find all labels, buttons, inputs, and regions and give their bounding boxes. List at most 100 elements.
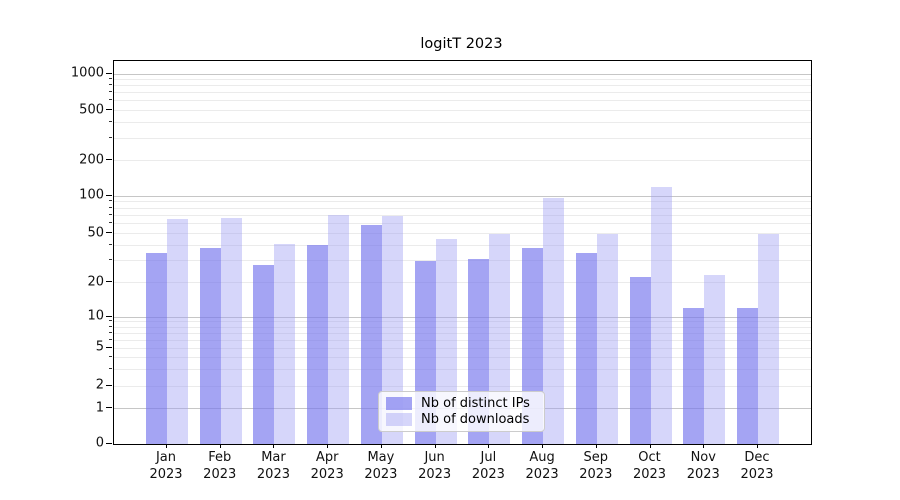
- y-tick-mark-5: [106, 346, 112, 348]
- y-axis-tick-label-5: 5: [95, 339, 104, 355]
- x-tick-mark-oct: [649, 444, 651, 448]
- y-minor-tick-mark-800: [109, 84, 112, 86]
- legend-item-distinct-ips: Nb of distinct IPs: [386, 396, 536, 412]
- y-tick-mark-1000: [106, 72, 112, 74]
- y-minor-tick-mark-60: [109, 222, 112, 224]
- x-axis-tick-label-mar: Mar 2023: [256, 450, 290, 482]
- bar-downloads-may: [381, 216, 403, 444]
- gridline-5: [114, 347, 811, 349]
- y-tick-mark-100: [106, 194, 112, 196]
- legend-label-downloads: Nb of downloads: [421, 411, 530, 427]
- y-tick-mark-1: [106, 407, 112, 408]
- gridline-6: [114, 339, 811, 341]
- y-tick-mark-20: [106, 281, 112, 282]
- y-minor-tick-mark-8: [109, 325, 112, 327]
- y-minor-tick-mark-6: [109, 338, 112, 340]
- y-minor-tick-mark-300: [109, 136, 112, 138]
- chart-title: logitT 2023: [420, 36, 503, 52]
- bar-distinct-ips-mar: [253, 264, 275, 444]
- gridline-50: [114, 233, 811, 234]
- y-minor-tick-mark-700: [109, 91, 112, 93]
- legend-swatch-distinct-ips: [386, 397, 412, 411]
- y-axis-tick-label-0: 0: [95, 435, 104, 451]
- gridline-30: [114, 260, 811, 262]
- legend-swatch-downloads: [386, 412, 412, 426]
- y-minor-tick-mark-70: [109, 213, 112, 215]
- x-tick-mark-jan: [166, 444, 167, 448]
- y-axis-tick-label-1000: 1000: [70, 65, 104, 81]
- x-axis-tick-label-feb: Feb 2023: [203, 450, 237, 482]
- y-axis-tick-label-500: 500: [79, 102, 104, 117]
- gridline-20: [114, 282, 811, 283]
- x-axis-tick-label-jul: Jul 2023: [471, 450, 505, 482]
- bar-downloads-nov: [704, 275, 726, 444]
- y-minor-tick-mark-400: [109, 121, 112, 123]
- bar-distinct-ips-oct: [629, 277, 651, 444]
- bar-downloads-apr: [328, 215, 350, 444]
- y-axis-tick-label-2: 2: [95, 377, 104, 393]
- x-tick-mark-sep: [595, 444, 597, 448]
- gridline-4: [114, 356, 811, 358]
- y-tick-mark-200: [106, 159, 112, 160]
- gridline-9: [114, 321, 811, 323]
- bar-distinct-ips-sep: [575, 252, 597, 444]
- x-tick-mark-mar: [273, 444, 275, 448]
- bar-downloads-aug: [543, 197, 565, 444]
- gridline-90: [114, 201, 811, 203]
- bar-downloads-oct: [650, 186, 672, 444]
- x-tick-mark-nov: [703, 444, 705, 448]
- gridline-300: [114, 137, 811, 139]
- bar-distinct-ips-apr: [307, 245, 329, 444]
- x-tick-mark-feb: [219, 444, 221, 448]
- plot-area: [113, 60, 812, 445]
- gridline-8: [114, 326, 811, 328]
- bar-distinct-ips-jan: [146, 252, 167, 444]
- legend: Nb of distinct IPs Nb of downloads: [378, 391, 545, 432]
- y-minor-tick-mark-3: [109, 367, 112, 369]
- x-axis-tick-label-oct: Oct 2023: [632, 450, 667, 482]
- x-axis-tick-label-apr: Apr 2023: [310, 450, 344, 482]
- bar-downloads-mar: [274, 244, 296, 444]
- gridline-900: [114, 79, 811, 81]
- gridline-40: [114, 244, 811, 246]
- bar-distinct-ips-feb: [199, 248, 221, 444]
- gridline-200: [114, 160, 811, 161]
- gridline-600: [114, 100, 811, 102]
- y-minor-tick-mark-900: [109, 78, 112, 80]
- y-minor-tick-mark-90: [109, 200, 112, 202]
- y-minor-tick-mark-600: [109, 99, 112, 101]
- gridline-400: [114, 122, 811, 124]
- bar-distinct-ips-dec: [736, 308, 758, 444]
- bar-downloads-feb: [220, 217, 242, 444]
- x-tick-mark-aug: [542, 444, 544, 448]
- y-axis-tick-label-200: 200: [79, 152, 104, 167]
- y-minor-tick-mark-4: [109, 355, 112, 357]
- x-axis-tick-label-jan: Jan 2023: [149, 450, 183, 482]
- y-minor-tick-mark-30: [109, 259, 112, 261]
- bar-distinct-ips-may: [360, 224, 382, 444]
- x-axis-tick-label-jun: Jun 2023: [418, 450, 452, 482]
- y-axis-tick-label-1: 1: [95, 400, 104, 415]
- y-tick-mark-50: [106, 232, 112, 233]
- x-axis-tick-label-nov: Nov 2023: [686, 450, 720, 482]
- bar-downloads-sep: [596, 233, 618, 444]
- y-axis-tick-label-10: 10: [87, 308, 104, 324]
- y-tick-mark-500: [106, 109, 112, 110]
- bar-distinct-ips-nov: [683, 308, 705, 444]
- x-axis-tick-label-may: May 2023: [364, 450, 398, 482]
- gridline-80: [114, 207, 811, 209]
- gridline-10: [114, 316, 811, 318]
- x-tick-mark-jun: [434, 444, 436, 448]
- y-tick-mark-2: [106, 384, 112, 386]
- gridline-800: [114, 85, 811, 87]
- legend-item-downloads: Nb of downloads: [386, 412, 536, 428]
- x-tick-mark-dec: [756, 444, 758, 448]
- gridline-3: [114, 368, 811, 370]
- gridline-60: [114, 223, 811, 225]
- x-axis-tick-label-dec: Dec 2023: [740, 450, 774, 482]
- x-tick-mark-may: [380, 444, 382, 448]
- gridline-700: [114, 92, 811, 94]
- bar-downloads-jan: [167, 219, 188, 444]
- y-axis-tick-label-100: 100: [79, 187, 104, 203]
